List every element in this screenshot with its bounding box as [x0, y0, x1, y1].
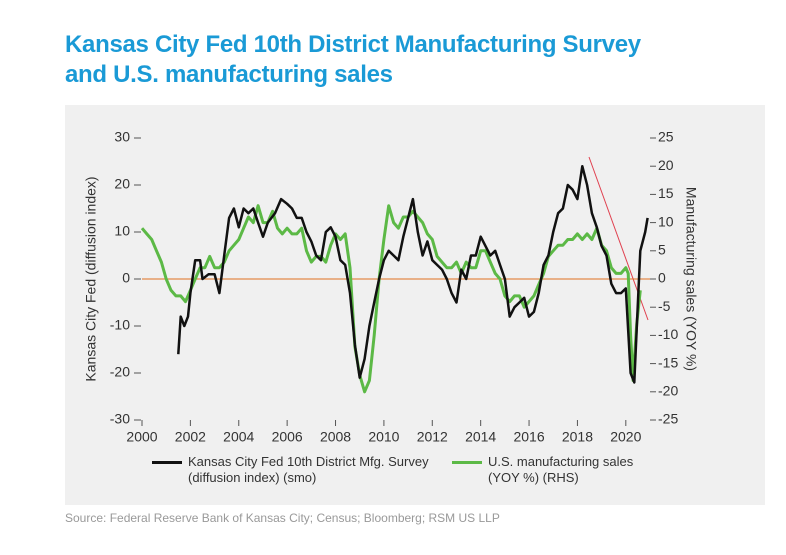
- y2-tick-label: -15: [658, 354, 678, 370]
- series-line: [140, 204, 642, 394]
- y2-tick-label: -20: [658, 383, 678, 399]
- chart-title: Kansas City Fed 10th District Manufactur…: [65, 31, 641, 88]
- x-tick-label: 2004: [223, 429, 254, 445]
- y2-tick-label: 25: [658, 129, 674, 145]
- y2-tick-label: -5: [658, 298, 671, 314]
- x-tick-label: 2020: [610, 429, 641, 445]
- x-tick-label: 2016: [513, 429, 544, 445]
- y2-tick-label: 15: [658, 185, 674, 201]
- x-tick-label: 2012: [417, 429, 448, 445]
- y-tick-label: -10: [110, 317, 130, 333]
- legend-swatch: [152, 461, 182, 464]
- y-tick-label: 10: [114, 223, 130, 239]
- legend-label: Kansas City Fed 10th District Mfg. Surve…: [188, 454, 429, 485]
- y-axis-label: Kansas City Fed (diffusion index): [83, 176, 99, 381]
- x-tick-label: 2018: [562, 429, 593, 445]
- y-tick-label: 20: [114, 176, 130, 192]
- y2-tick-label: -25: [658, 411, 678, 427]
- x-tick-label: 2010: [368, 429, 399, 445]
- series-line: [177, 164, 649, 384]
- y-tick-label: 30: [114, 129, 130, 145]
- x-tick-label: 2000: [126, 429, 157, 445]
- y2-tick-label: 5: [658, 242, 666, 258]
- source-note: Source: Federal Reserve Bank of Kansas C…: [65, 511, 500, 525]
- y2-tick-label: 0: [658, 270, 666, 286]
- y2-tick-label: -10: [658, 326, 678, 342]
- x-tick-label: 2006: [272, 429, 303, 445]
- chart-panel: [65, 105, 765, 505]
- y2-axis-label: Manufacturing sales (YOY %): [683, 187, 699, 371]
- y-tick-label: 0: [122, 270, 130, 286]
- y2-tick-label: 10: [658, 213, 674, 229]
- y-tick-label: -20: [110, 364, 130, 380]
- x-tick-label: 2002: [175, 429, 206, 445]
- legend-label: U.S. manufacturing sales (YOY %) (RHS): [488, 454, 634, 485]
- x-tick-label: 2014: [465, 429, 496, 445]
- legend-swatch: [452, 461, 482, 464]
- y-tick-label: -30: [110, 411, 130, 427]
- x-tick-label: 2008: [320, 429, 351, 445]
- y2-tick-label: 20: [658, 157, 674, 173]
